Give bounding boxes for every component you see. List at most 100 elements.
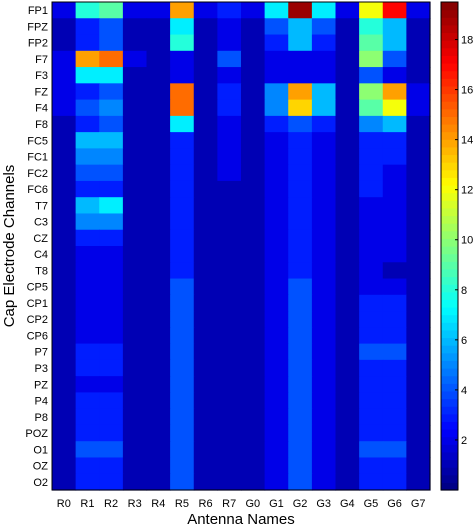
heatmap-cell-FC5-R2 [99,132,124,149]
heatmap-cell-T7-G1 [264,197,289,215]
heatmap-cell-FC6-R6 [193,180,218,198]
heatmap-cell-P7-R1 [75,343,100,361]
heatmap-cell-F8-R7 [217,115,242,133]
heatmap-cell-OZ-R7 [217,457,242,475]
heatmap-cell-P4-R2 [99,392,124,410]
y-tick-label: CZ [33,233,48,245]
heatmap-cell-T8-R0 [52,262,77,280]
heatmap-cell-POZ-R4 [146,424,171,442]
colorbar-tick-label: 6 [461,335,467,347]
y-tick-label: F4 [35,103,48,115]
y-tick-label: FP2 [28,38,48,50]
heatmap-cell-CP6-G6 [382,327,407,345]
heatmap-cell-FC1-R6 [193,148,218,166]
colorbar-segment [441,55,458,64]
heatmap-cell-F3-R2 [99,67,124,84]
heatmap-cell-FC6-G7 [406,180,431,198]
heatmap-cell-CP2-R6 [193,311,218,328]
heatmap-cell-P7-R4 [146,343,171,361]
heatmap-cell-FC1-G4 [335,148,360,166]
heatmap-cell-F4-G3 [311,99,337,117]
heatmap-cell-F8-R5 [170,115,195,133]
heatmap-cell-T8-R7 [217,262,242,280]
y-tick-label: CP5 [27,282,48,294]
heatmap-cell-P3-G0 [241,359,266,377]
heatmap-cell-P7-R3 [122,343,148,361]
heatmap-cell-CP6-G3 [311,327,337,345]
heatmap-cell-T8-G1 [264,262,289,280]
heatmap-cell-P7-R0 [52,343,77,361]
heatmap-cell-FP1-G6 [382,2,407,19]
heatmap-cell-CP2-R4 [146,311,171,328]
heatmap-cell-FPZ-R6 [193,18,218,36]
heatmap-cell-CP1-R0 [52,294,77,312]
heatmap-cell-CP6-G0 [241,327,266,345]
heatmap-cell-FP2-R5 [170,34,195,52]
heatmap-cell-T8-R2 [99,262,124,280]
colorbar-segment [441,253,458,262]
heatmap-cell-F4-R4 [146,99,171,117]
heatmap-cell-FC2-R5 [170,164,195,182]
heatmap-cell-FPZ-R5 [170,18,195,36]
heatmap-cell-CP2-R1 [75,311,100,328]
colorbar-segment [441,375,458,384]
heatmap-cell-F4-R7 [217,99,242,117]
heatmap-cell-C3-R6 [193,213,218,231]
heatmap-cell-F7-R7 [217,50,242,68]
plot-frame [51,1,431,491]
heatmap-cell-CZ-R7 [217,229,242,247]
heatmap-cell-F8-R2 [99,115,124,133]
heatmap-cell-O2-R3 [122,473,148,491]
heatmap-cell-O1-G7 [406,441,431,459]
x-tick-label: R1 [80,498,94,510]
colorbar-segment [441,444,458,453]
heatmap-cell-T7-R3 [122,197,148,215]
colorbar-segment [441,47,458,56]
colorbar-segment [441,101,458,110]
heatmap-cell-O1-R2 [99,441,124,459]
heatmap-cell-CP1-R1 [75,294,100,312]
heatmap-cell-CP5-G2 [288,278,313,296]
heatmap-cell-P8-G3 [311,408,337,426]
colorbar: 2 4 6 8 10 12 14 16 18 [440,1,473,491]
colorbar-segment [441,154,458,163]
heatmap-cell-CZ-R6 [193,229,218,247]
heatmap-cell-PZ-G2 [288,376,313,393]
heatmap-cell-C4-G2 [288,246,313,263]
heatmap-cell-P4-R6 [193,392,218,410]
heatmap-cell-CP5-R1 [75,278,100,296]
heatmap-cell-C3-R7 [217,213,242,231]
colorbar-segment [441,177,458,186]
heatmap-cell-FPZ-G2 [288,18,313,36]
x-tick-label: G3 [316,498,331,510]
heatmap-cell-FZ-R7 [217,83,242,101]
heatmap-cell-T8-G3 [311,262,337,280]
heatmap-cell-FC6-R5 [170,180,195,198]
heatmap-cell-O2-G6 [382,473,407,491]
heatmap-cell-F8-G0 [241,115,266,133]
heatmap-cell-P8-R6 [193,408,218,426]
heatmap-cell-P8-G6 [382,408,407,426]
heatmap-cell-O1-G5 [359,441,384,459]
heatmap-cell-P3-R2 [99,359,124,377]
x-tick-label: G7 [411,498,426,510]
heatmap-cell-FZ-R3 [122,83,148,101]
heatmap-cell-P7-G0 [241,343,266,361]
x-tick-label: R7 [222,498,236,510]
colorbar-segment [441,459,458,468]
heatmap-cell-FP1-R4 [146,2,171,19]
colorbar-segment [441,207,458,217]
heatmap-cell-F3-G6 [382,67,407,84]
heatmap-cell-POZ-G3 [311,424,337,442]
heatmap-cell-OZ-R5 [170,457,195,475]
heatmap-cell-P3-G5 [359,359,384,377]
colorbar-segment [441,146,458,156]
heatmap-cell-F7-R0 [52,50,77,68]
heatmap-cell-CP2-R7 [217,311,242,328]
heatmap-cell-CP1-R3 [122,294,148,312]
heatmap-cell-F3-R6 [193,67,218,84]
heatmap-cell-FC5-R4 [146,132,171,149]
heatmap-cell-FC2-R4 [146,164,171,182]
y-tick-label: FP1 [28,5,48,17]
heatmap-cell-FC6-R7 [217,180,242,198]
